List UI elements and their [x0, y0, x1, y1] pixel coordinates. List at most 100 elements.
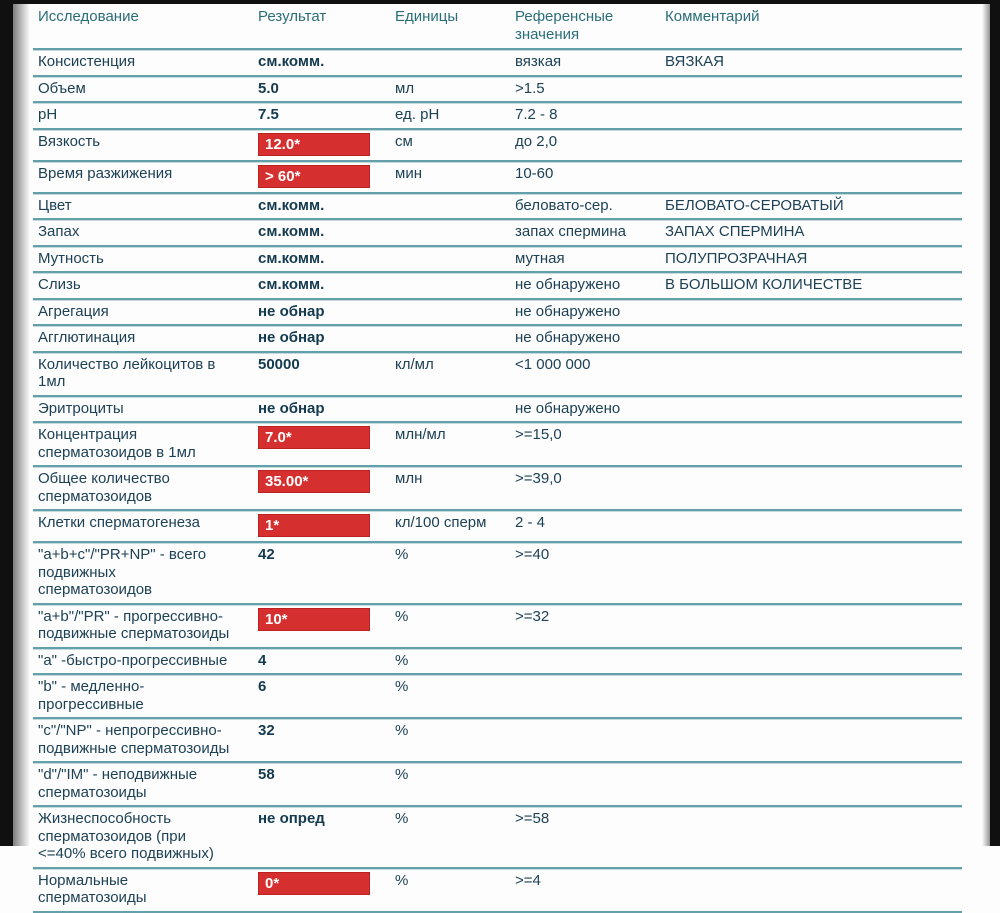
units-cell: %: [395, 607, 409, 625]
test-name-cell: Жизнеспособность сперматозоидов (при <=4…: [38, 810, 214, 862]
test-name-cell: Объем: [38, 79, 86, 97]
comment-cell: ВЯЗКАЯ: [665, 53, 724, 70]
comment-cell: [660, 353, 962, 395]
reference-cell: вязкая: [515, 53, 562, 70]
lab-results-table: Исследование Результат Единицы Референсн…: [33, 4, 962, 913]
test-name-cell: "a" -быстро-прогрессивные: [38, 651, 228, 669]
comment-cell: [660, 807, 962, 867]
result-cell: 58: [258, 766, 275, 783]
units-cell: кл/мл: [395, 355, 434, 373]
units-cell: млн: [395, 470, 423, 487]
result-cell: не обнар: [258, 399, 325, 417]
reference-cell: не обнаружено: [515, 399, 621, 417]
result-cell: не обнар: [258, 302, 325, 320]
reference-cell: не обнаружено: [515, 302, 621, 320]
result-cell: 0*: [253, 869, 390, 911]
units-cell: %: [395, 678, 409, 695]
comment-cell: [660, 397, 962, 422]
comment-cell: [660, 511, 962, 541]
result-cell: 4: [258, 651, 267, 669]
reference-cell: >=58: [515, 810, 550, 827]
result-cell: 6: [258, 678, 267, 695]
comment-cell: [660, 467, 962, 509]
test-name-cell: Общее количество сперматозоидов: [38, 470, 170, 505]
reference-cell: не обнаружено: [515, 329, 621, 346]
table-row: pH 7.5 ед. pH 7.2 - 8: [33, 103, 962, 130]
table-row: Агглютинация не обнар не обнаружено: [33, 326, 962, 353]
units-cell: [390, 397, 510, 422]
table-row: Нормальные сперматозоиды 0*% >=4: [33, 869, 962, 913]
test-name-cell: "d"/"IM" - неподвижные сперматозоиды: [38, 766, 198, 801]
comment-cell: [660, 869, 962, 911]
test-name-cell: Время разжижения: [38, 164, 173, 182]
result-cell: 7.5: [258, 106, 279, 123]
abnormal-result-badge: 7.0*: [258, 426, 370, 449]
abnormal-result-badge: 12.0*: [258, 132, 370, 156]
table-row: Цвет см.комм. беловато-сер. БЕЛОВАТО-СЕРОВА…: [33, 194, 962, 220]
table-row: Время разжижения > 60* мин 10-60: [33, 162, 962, 194]
test-name-cell: Клетки сперматогенеза: [38, 514, 200, 531]
table-row: Общее количество сперматозоидов 35.00* млн…: [33, 467, 962, 511]
column-header-comment: Комментарий: [665, 8, 760, 25]
result-cell: не опред: [258, 810, 325, 827]
table-row: Консистенция см.комм. вязкая ВЯЗКАЯ: [33, 50, 962, 77]
units-cell: %: [395, 651, 409, 669]
reference-cell: мутная: [515, 249, 565, 267]
table-row: "a" -быстро-прогрессивные 4%: [33, 649, 962, 675]
test-name-cell: Слизь: [38, 276, 81, 293]
units-cell: см: [395, 132, 413, 150]
reference-cell: >=15,0: [515, 426, 562, 443]
table-row: Запах см.комм. запах спермина ЗАПАХ СПЕРМИН…: [33, 220, 962, 247]
result-cell: 50000: [258, 355, 300, 373]
result-cell: см.комм.: [258, 196, 325, 214]
result-cell: см.комм.: [258, 223, 325, 240]
result-cell: 35.00*: [253, 467, 390, 509]
comment-cell: БЕЛОВАТО-СЕРОВАТЫЙ: [665, 196, 844, 214]
test-name-cell: "a+b"/"PR" - прогрессивно- подвижные спе…: [38, 607, 230, 643]
abnormal-result-badge: 35.00*: [258, 470, 370, 493]
reference-cell: >=39,0: [515, 470, 562, 487]
reference-cell: [510, 763, 660, 805]
reference-cell: запах спермина: [515, 223, 626, 240]
comment-cell: [660, 300, 962, 325]
result-cell: > 60*: [253, 162, 390, 192]
units-cell: [390, 300, 510, 325]
top-black-bar: [0, 0, 1000, 4]
column-header-reference: Референсные значения: [515, 8, 614, 43]
units-cell: [390, 50, 510, 75]
reference-cell: >=40: [515, 546, 550, 563]
reference-cell: >=32: [515, 607, 550, 625]
units-cell: [390, 194, 510, 219]
abnormal-result-badge: 0*: [258, 871, 370, 895]
reference-cell: 2 - 4: [515, 514, 546, 531]
units-cell: %: [395, 871, 409, 889]
test-name-cell: Запах: [38, 223, 80, 240]
reference-cell: беловато-сер.: [515, 196, 613, 214]
comment-cell: [660, 130, 962, 160]
abnormal-result-badge: > 60*: [258, 164, 370, 188]
reference-cell: до 2,0: [515, 132, 558, 150]
test-name-cell: Агглютинация: [38, 329, 136, 346]
comment-cell: [660, 77, 962, 102]
table-row: Слизь см.комм. не обнаружено В БОЛЬШОМ КОЛИ…: [33, 273, 962, 300]
comment-cell: ЗАПАХ СПЕРМИНА: [665, 223, 805, 240]
units-cell: %: [395, 546, 409, 563]
reference-cell: <1 000 000: [515, 355, 591, 373]
result-cell: см.комм.: [258, 249, 325, 267]
table-row: Концентрация сперматозоидов в 1мл 7.0* млн…: [33, 423, 962, 467]
comment-cell: [660, 543, 962, 603]
column-header-result: Результат: [258, 8, 327, 25]
table-row: Эритроциты не обнар не обнаружено: [33, 397, 962, 423]
test-name-cell: Вязкость: [38, 132, 101, 150]
comment-cell: ПОЛУПРОЗРАЧНАЯ: [665, 249, 808, 267]
table-row: "d"/"IM" - неподвижные сперматозоиды 58%: [33, 763, 962, 807]
result-cell: 32: [258, 722, 275, 739]
result-cell: см.комм.: [258, 53, 325, 70]
units-cell: [390, 220, 510, 245]
result-cell: 10*: [253, 605, 390, 647]
test-name-cell: pH: [38, 106, 58, 123]
comment-cell: [660, 326, 962, 351]
reference-cell: 10-60: [515, 164, 554, 182]
comment-cell: [660, 103, 962, 128]
comment-cell: [660, 675, 962, 717]
